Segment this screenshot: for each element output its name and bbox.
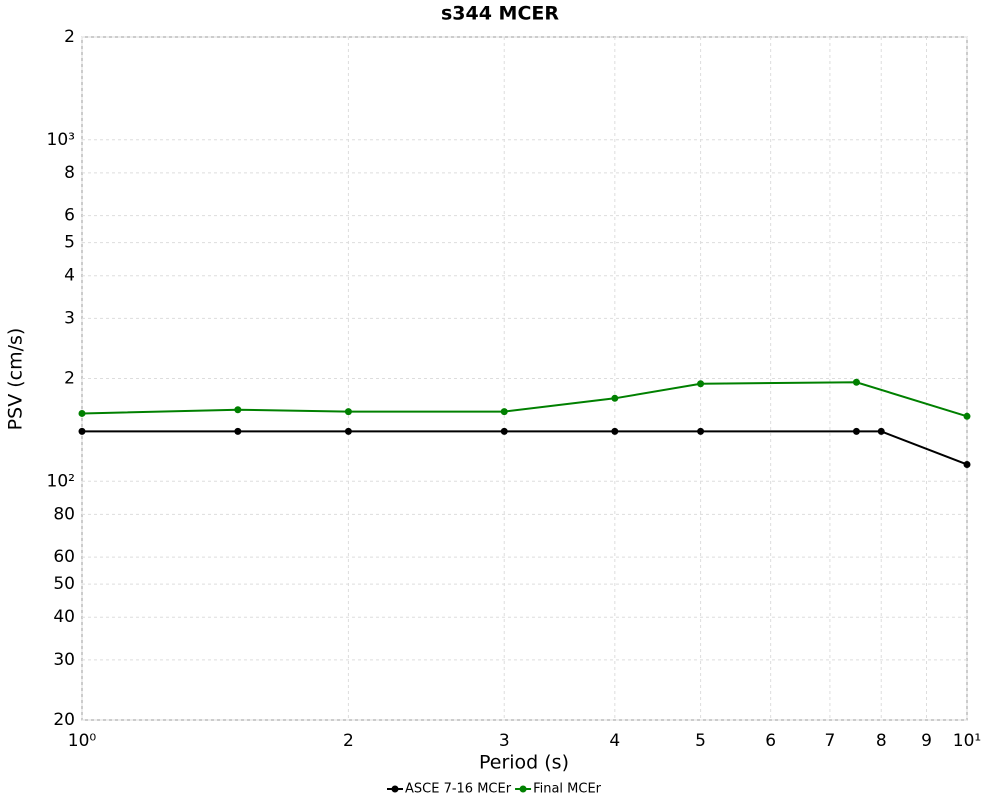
- y-tick-label: 30: [53, 650, 75, 670]
- legend-marker: [391, 785, 399, 793]
- data-point: [963, 460, 971, 468]
- y-tick-label: 6: [64, 206, 75, 226]
- data-point: [234, 406, 242, 414]
- data-point: [611, 427, 619, 435]
- data-point: [697, 427, 705, 435]
- y-tick-label: 60: [53, 547, 75, 567]
- plot-area: [81, 36, 968, 721]
- x-tick-label: 3: [499, 731, 510, 751]
- y-tick-label: 5: [64, 233, 75, 253]
- y-tick-label: 50: [53, 574, 75, 594]
- y-tick-label: 8: [64, 163, 75, 183]
- y-tick-label: 4: [64, 266, 75, 286]
- data-point: [852, 427, 860, 435]
- data-point: [611, 394, 619, 402]
- series-line: [81, 381, 968, 418]
- x-tick-label: 8: [876, 731, 887, 751]
- legend-label: ASCE 7-16 MCEr: [405, 782, 512, 797]
- legend-label: Final MCEr: [533, 782, 602, 797]
- x-tick-label: 2: [343, 731, 354, 751]
- y-tick-label: 10³: [47, 130, 75, 150]
- x-tick-label: 4: [609, 731, 620, 751]
- x-tick-label: 10⁰: [68, 731, 97, 751]
- y-tick-label: 10²: [47, 471, 75, 491]
- data-point: [697, 380, 705, 388]
- x-tick-label: 7: [824, 731, 835, 751]
- data-point: [78, 427, 86, 435]
- data-point: [78, 409, 86, 417]
- y-tick-label: 40: [53, 607, 75, 627]
- y-tick-label: 80: [53, 504, 75, 524]
- data-point: [852, 378, 860, 386]
- legend-marker: [519, 785, 527, 793]
- x-tick-label: 10¹: [953, 731, 981, 751]
- data-point: [344, 408, 352, 416]
- data-point: [500, 408, 508, 416]
- y-tick-label: 3: [64, 308, 75, 328]
- data-point: [234, 427, 242, 435]
- data-point: [963, 412, 971, 420]
- data-point: [500, 427, 508, 435]
- data-point: [344, 427, 352, 435]
- x-axis-label: Period (s): [479, 752, 569, 774]
- x-tick-label: 9: [921, 731, 932, 751]
- y-tick-label: 2: [64, 369, 75, 389]
- y-tick-label: 20: [53, 710, 75, 730]
- x-tick-label: 6: [765, 731, 776, 751]
- y-axis-label: PSV (cm/s): [5, 328, 27, 431]
- y-tick-label: 2: [64, 27, 75, 47]
- chart-title: s344 MCER: [441, 3, 559, 25]
- x-tick-label: 5: [695, 731, 706, 751]
- data-point: [877, 427, 885, 435]
